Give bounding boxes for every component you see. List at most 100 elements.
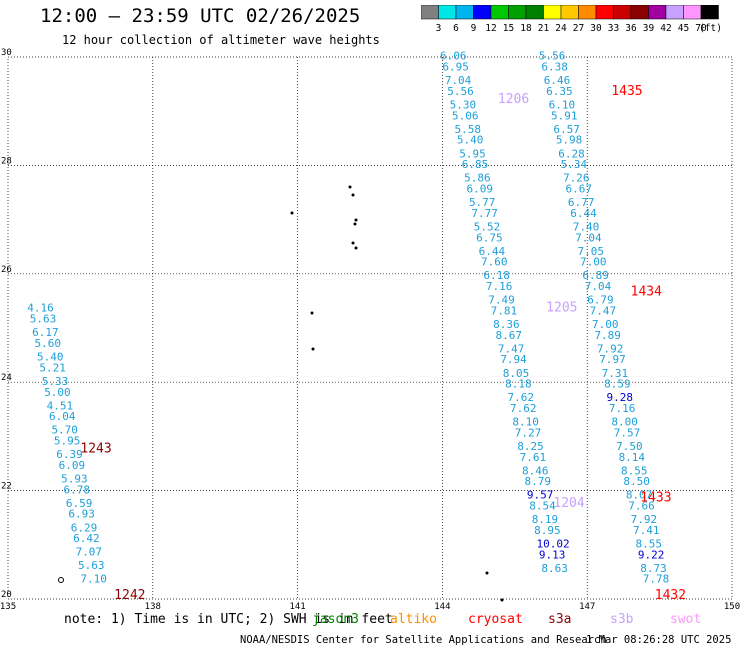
wave-height-value: 6.39 <box>56 448 82 461</box>
legend-label: 27 <box>573 23 584 34</box>
wave-height-value: 6.95 <box>442 61 469 74</box>
wave-height-value: 8.54 <box>529 500 556 513</box>
island-marker <box>354 246 358 250</box>
wave-height-value: 8.46 <box>522 464 549 477</box>
wave-height-value: 8.50 <box>623 475 650 488</box>
wave-height-value: 7.00 <box>580 256 607 269</box>
wave-height-value: 9.22 <box>638 548 665 561</box>
wave-height-value: 5.58 <box>454 123 481 136</box>
legend-label: 18 <box>520 23 532 34</box>
color-scale-legend: 3 6 9 12 15 18 21 24 27 30 33 36 39 42 45 70(ft) <box>421 5 722 34</box>
wave-height-value: 6.78 <box>64 483 91 496</box>
pass-time-label: 1434 <box>631 284 662 299</box>
wave-height-value: 4.16 <box>27 302 54 315</box>
pass-time-label: 1204 <box>553 496 584 511</box>
wave-height-value: 6.79 <box>587 294 614 307</box>
wave-height-value: 7.27 <box>515 426 542 439</box>
wave-height-value: 7.81 <box>491 304 517 317</box>
y-tick-label: 26 <box>1 265 12 275</box>
legend-label: 6 <box>453 23 459 34</box>
wave-height-value: 6.57 <box>553 123 580 136</box>
wave-height-value: 7.16 <box>486 280 512 293</box>
pass-time-label: 1433 <box>640 490 671 505</box>
wave-height-value: 7.40 <box>573 220 600 233</box>
wave-height-value: 7.78 <box>643 573 670 586</box>
wave-height-value: 6.89 <box>582 269 609 282</box>
legend-label: 24 <box>555 23 567 34</box>
wave-height-value: 6.29 <box>71 521 98 534</box>
wave-height-value: 6.67 <box>565 183 592 196</box>
wave-height-value: 5.91 <box>551 109 578 122</box>
pass-time-label: 1242 <box>114 588 145 603</box>
wave-height-value: 7.41 <box>633 524 660 537</box>
island-marker <box>310 311 314 315</box>
wave-height-value: 6.44 <box>570 207 597 220</box>
island-marker <box>485 571 489 575</box>
pass-time-label: 1205 <box>546 301 577 316</box>
wave-height-value: 6.09 <box>59 459 86 472</box>
wave-height-value: 5.34 <box>561 158 588 171</box>
wave-height-value: 6.04 <box>49 410 76 423</box>
page-title: 12:00 – 23:59 UTC 02/26/2025 <box>40 5 361 27</box>
wave-height-value: 5.77 <box>469 196 496 209</box>
island-marker <box>351 193 355 197</box>
wave-height-value: 5.63 <box>30 313 57 326</box>
wave-height-value: 8.10 <box>512 416 539 429</box>
island-marker <box>351 241 355 245</box>
x-tick-label: 144 <box>434 602 450 612</box>
wave-height-value: 7.62 <box>510 402 537 415</box>
wave-height-value: 7.89 <box>594 329 621 342</box>
wave-height-value: 7.04 <box>585 280 612 293</box>
wave-height-value: 5.30 <box>450 98 477 111</box>
wave-height-value: 6.10 <box>549 98 576 111</box>
wave-height-value: 9.13 <box>539 548 566 561</box>
island-marker <box>290 211 294 215</box>
wave-height-value: 5.60 <box>35 337 62 350</box>
wave-height-value: 9.28 <box>607 391 634 404</box>
wave-height-value: 7.05 <box>578 245 605 258</box>
wave-height-value: 8.95 <box>534 524 561 537</box>
y-tick-label: 28 <box>1 156 12 166</box>
wave-height-value: 7.10 <box>80 573 107 586</box>
wave-height-value: 8.55 <box>635 538 662 551</box>
pass-time-label: 1206 <box>498 92 529 107</box>
legend-label: 3 <box>436 23 442 34</box>
wave-height-value: 6.46 <box>544 74 571 87</box>
wave-height-value: 7.04 <box>445 74 472 87</box>
x-tick-label: 150 <box>724 602 740 612</box>
wave-height-value: 5.52 <box>474 220 501 233</box>
pass-time-label: 1243 <box>80 442 111 457</box>
island-marker <box>353 222 357 226</box>
wave-height-value: 8.07 <box>626 489 653 502</box>
map-frame <box>7 56 733 600</box>
y-tick-label: 24 <box>1 373 12 383</box>
wave-height-value: 7.47 <box>498 342 525 355</box>
wave-height-value: 7.00 <box>592 318 619 331</box>
legend-label: 9 <box>471 23 477 34</box>
wave-height-value: 5.06 <box>452 109 479 122</box>
wave-height-value: 9.57 <box>527 489 554 502</box>
wave-height-value: 8.67 <box>495 329 522 342</box>
wave-height-value: 7.60 <box>481 256 508 269</box>
wave-height-value: 7.49 <box>488 294 514 307</box>
wave-height-value: 6.17 <box>32 326 59 339</box>
wave-height-value: 7.50 <box>616 440 643 453</box>
wave-height-value: 5.86 <box>464 172 491 185</box>
wave-height-value: 6.59 <box>66 497 93 510</box>
wave-height-value: 7.57 <box>614 426 641 439</box>
satellite-label: s3a <box>548 612 572 627</box>
wave-height-value: 6.77 <box>568 196 595 209</box>
x-tick-label: 141 <box>289 602 305 612</box>
legend-label: 33 <box>608 23 619 34</box>
wave-height-value: 7.16 <box>609 402 636 415</box>
island-marker <box>354 218 358 222</box>
legend-label: 42 <box>660 23 671 34</box>
wave-height-value: 10.02 <box>537 538 570 551</box>
wave-height-value: 7.92 <box>597 342 624 355</box>
satellite-label: altiko <box>390 612 437 627</box>
wave-height-value: 8.55 <box>621 464 648 477</box>
pass-time-label: 1432 <box>655 588 686 603</box>
y-tick-label: 30 <box>1 48 12 58</box>
satellite-label: cryosat <box>468 612 523 627</box>
